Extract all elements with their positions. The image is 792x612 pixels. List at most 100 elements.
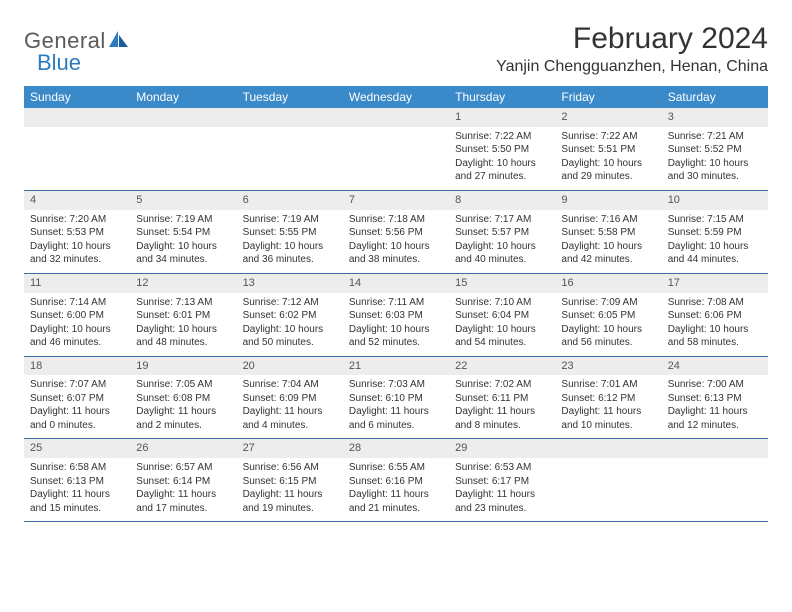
calendar-day-cell: 6 Sunrise: 7:19 AMSunset: 5:55 PMDaylight… <box>237 191 343 273</box>
logo-sail-icon <box>108 29 130 54</box>
day-number: 15 <box>449 274 555 293</box>
day-details: Sunrise: 7:20 AMSunset: 5:53 PMDaylight:… <box>24 210 130 273</box>
day-number: 26 <box>130 439 236 458</box>
calendar-day-cell: 14Sunrise: 7:11 AMSunset: 6:03 PMDayligh… <box>343 274 449 356</box>
day-number: 12 <box>130 274 236 293</box>
sunset-text: Sunset: 5:59 PM <box>668 226 762 240</box>
calendar-day-cell: 17Sunrise: 7:08 AMSunset: 6:06 PMDayligh… <box>662 274 768 356</box>
day-number: 24 <box>662 357 768 376</box>
sunset-text: Sunset: 6:00 PM <box>30 309 124 323</box>
day-number: 18 <box>24 357 130 376</box>
daylight-text: Daylight: 10 hours and 46 minutes. <box>30 323 124 350</box>
day-number: 1 <box>449 108 555 127</box>
calendar-day-cell: 28Sunrise: 6:55 AMSunset: 6:16 PMDayligh… <box>343 439 449 521</box>
sunset-text: Sunset: 6:11 PM <box>455 392 549 406</box>
calendar-day-cell: 23Sunrise: 7:01 AMSunset: 6:12 PMDayligh… <box>555 357 661 439</box>
day-details: Sunrise: 7:19 AMSunset: 5:54 PMDaylight:… <box>130 210 236 273</box>
sunrise-text: Sunrise: 7:15 AM <box>668 213 762 227</box>
sunrise-text: Sunrise: 7:08 AM <box>668 296 762 310</box>
calendar-day-cell: 22Sunrise: 7:02 AMSunset: 6:11 PMDayligh… <box>449 357 555 439</box>
calendar-day-cell: 24Sunrise: 7:00 AMSunset: 6:13 PMDayligh… <box>662 357 768 439</box>
calendar-day-cell: 9Sunrise: 7:16 AMSunset: 5:58 PMDaylight… <box>555 191 661 273</box>
day-details: Sunrise: 6:55 AMSunset: 6:16 PMDaylight:… <box>343 458 449 521</box>
day-details: Sunrise: 7:09 AMSunset: 6:05 PMDaylight:… <box>555 293 661 356</box>
day-details <box>662 458 768 467</box>
day-number: 25 <box>24 439 130 458</box>
calendar-day-cell: 26Sunrise: 6:57 AMSunset: 6:14 PMDayligh… <box>130 439 236 521</box>
weekday-header: Tuesday <box>237 86 343 108</box>
sunrise-text: Sunrise: 7:05 AM <box>136 378 230 392</box>
sunset-text: Sunset: 5:53 PM <box>30 226 124 240</box>
daylight-text: Daylight: 11 hours and 17 minutes. <box>136 488 230 515</box>
sunset-text: Sunset: 5:57 PM <box>455 226 549 240</box>
day-details: Sunrise: 7:22 AMSunset: 5:50 PMDaylight:… <box>449 127 555 190</box>
calendar-day-cell: 3Sunrise: 7:21 AMSunset: 5:52 PMDaylight… <box>662 108 768 190</box>
sunrise-text: Sunrise: 7:20 AM <box>30 213 124 227</box>
day-number: 6 <box>237 191 343 210</box>
sunset-text: Sunset: 5:56 PM <box>349 226 443 240</box>
day-details: Sunrise: 7:00 AMSunset: 6:13 PMDaylight:… <box>662 375 768 438</box>
sunrise-text: Sunrise: 7:03 AM <box>349 378 443 392</box>
calendar-day-cell: 18Sunrise: 7:07 AMSunset: 6:07 PMDayligh… <box>24 357 130 439</box>
calendar-header-row: SundayMondayTuesdayWednesdayThursdayFrid… <box>24 86 768 108</box>
sunrise-text: Sunrise: 7:19 AM <box>243 213 337 227</box>
logo-text-blue: Blue <box>37 50 81 76</box>
calendar-day-cell: 20Sunrise: 7:04 AMSunset: 6:09 PMDayligh… <box>237 357 343 439</box>
weekday-header: Thursday <box>449 86 555 108</box>
day-details: Sunrise: 7:18 AMSunset: 5:56 PMDaylight:… <box>343 210 449 273</box>
month-title: February 2024 <box>496 22 768 56</box>
location-text: Yanjin Chengguanzhen, Henan, China <box>496 58 768 76</box>
calendar-day-cell: 29Sunrise: 6:53 AMSunset: 6:17 PMDayligh… <box>449 439 555 521</box>
calendar-week-row: 1Sunrise: 7:22 AMSunset: 5:50 PMDaylight… <box>24 108 768 191</box>
calendar-day-cell <box>555 439 661 521</box>
sunset-text: Sunset: 6:14 PM <box>136 475 230 489</box>
calendar-day-cell: 13Sunrise: 7:12 AMSunset: 6:02 PMDayligh… <box>237 274 343 356</box>
day-details: Sunrise: 7:13 AMSunset: 6:01 PMDaylight:… <box>130 293 236 356</box>
calendar-day-cell: 4Sunrise: 7:20 AMSunset: 5:53 PMDaylight… <box>24 191 130 273</box>
sunrise-text: Sunrise: 7:19 AM <box>136 213 230 227</box>
day-details: Sunrise: 6:58 AMSunset: 6:13 PMDaylight:… <box>24 458 130 521</box>
day-details: Sunrise: 7:04 AMSunset: 6:09 PMDaylight:… <box>237 375 343 438</box>
calendar-day-cell: 21Sunrise: 7:03 AMSunset: 6:10 PMDayligh… <box>343 357 449 439</box>
day-number: 5 <box>130 191 236 210</box>
sunset-text: Sunset: 6:17 PM <box>455 475 549 489</box>
sunset-text: Sunset: 5:54 PM <box>136 226 230 240</box>
sunset-text: Sunset: 6:12 PM <box>561 392 655 406</box>
sunset-text: Sunset: 6:13 PM <box>30 475 124 489</box>
daylight-text: Daylight: 10 hours and 50 minutes. <box>243 323 337 350</box>
sunrise-text: Sunrise: 7:16 AM <box>561 213 655 227</box>
sunrise-text: Sunrise: 7:21 AM <box>668 130 762 144</box>
day-number <box>662 439 768 458</box>
sunset-text: Sunset: 6:03 PM <box>349 309 443 323</box>
day-details <box>343 127 449 136</box>
calendar-day-cell: 12Sunrise: 7:13 AMSunset: 6:01 PMDayligh… <box>130 274 236 356</box>
calendar-week-row: 25Sunrise: 6:58 AMSunset: 6:13 PMDayligh… <box>24 439 768 522</box>
daylight-text: Daylight: 10 hours and 36 minutes. <box>243 240 337 267</box>
daylight-text: Daylight: 10 hours and 54 minutes. <box>455 323 549 350</box>
daylight-text: Daylight: 11 hours and 8 minutes. <box>455 405 549 432</box>
day-number <box>343 108 449 127</box>
day-number: 11 <box>24 274 130 293</box>
calendar-day-cell <box>662 439 768 521</box>
day-number: 17 <box>662 274 768 293</box>
day-number: 3 <box>662 108 768 127</box>
calendar-day-cell: 7Sunrise: 7:18 AMSunset: 5:56 PMDaylight… <box>343 191 449 273</box>
day-number: 8 <box>449 191 555 210</box>
sunrise-text: Sunrise: 6:58 AM <box>30 461 124 475</box>
day-number: 13 <box>237 274 343 293</box>
daylight-text: Daylight: 10 hours and 40 minutes. <box>455 240 549 267</box>
day-details: Sunrise: 6:53 AMSunset: 6:17 PMDaylight:… <box>449 458 555 521</box>
day-number: 19 <box>130 357 236 376</box>
sunrise-text: Sunrise: 7:09 AM <box>561 296 655 310</box>
daylight-text: Daylight: 11 hours and 19 minutes. <box>243 488 337 515</box>
weekday-header: Saturday <box>662 86 768 108</box>
day-details <box>130 127 236 136</box>
sunset-text: Sunset: 5:51 PM <box>561 143 655 157</box>
sunset-text: Sunset: 5:55 PM <box>243 226 337 240</box>
daylight-text: Daylight: 11 hours and 2 minutes. <box>136 405 230 432</box>
day-number <box>237 108 343 127</box>
day-details <box>24 127 130 136</box>
day-details: Sunrise: 7:16 AMSunset: 5:58 PMDaylight:… <box>555 210 661 273</box>
sunrise-text: Sunrise: 7:22 AM <box>561 130 655 144</box>
sunset-text: Sunset: 6:02 PM <box>243 309 337 323</box>
